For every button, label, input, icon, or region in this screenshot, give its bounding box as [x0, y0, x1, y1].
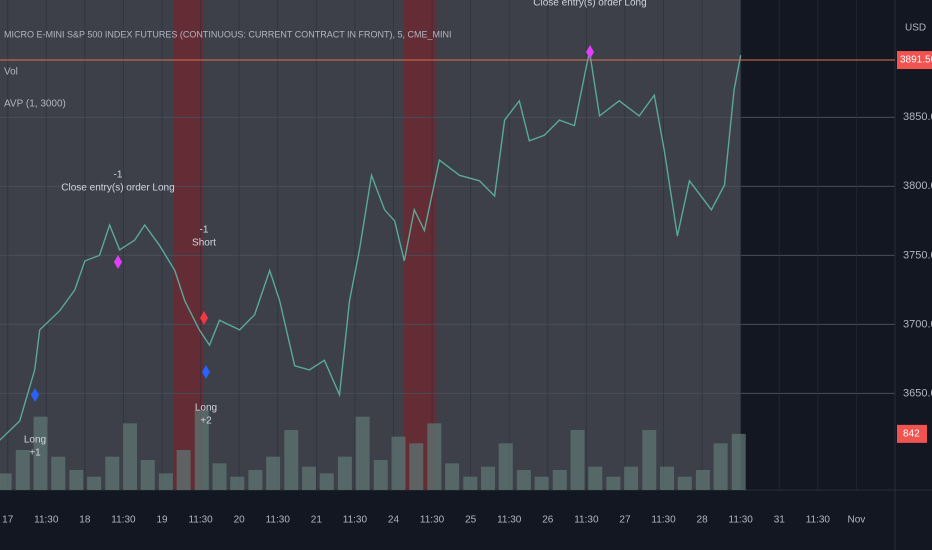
volume-bar: [212, 463, 227, 490]
x-tick-label: 11:30: [729, 515, 754, 526]
x-tick-label: 28: [697, 515, 709, 526]
trade-marker: [114, 255, 122, 269]
volume-bar: [194, 410, 209, 490]
volume-bar: [337, 456, 352, 490]
volume-bar: [445, 463, 460, 490]
volume-bar: [624, 466, 639, 490]
volume-last-label: 842: [903, 429, 920, 440]
volume-bar: [409, 443, 424, 490]
volume-bar: [87, 476, 102, 490]
volume-bar: [463, 476, 478, 490]
trade-marker: [200, 311, 208, 325]
shaded-region: [403, 0, 437, 490]
volume-bar: [266, 456, 281, 490]
price-line: [0, 50, 742, 441]
currency-label: USD: [905, 23, 926, 34]
volume-bar: [695, 470, 710, 490]
trade-annotation: +2: [200, 416, 212, 427]
trade-marker: [586, 45, 594, 59]
x-tick-label: 11:30: [266, 515, 291, 526]
x-tick-label: 21: [311, 515, 323, 526]
trade-annotation: +1: [29, 448, 41, 459]
x-tick-label: 11:30: [497, 515, 522, 526]
x-tick-label: 31: [774, 515, 786, 526]
x-tick-label: Nov: [848, 515, 866, 526]
volume-bar: [33, 416, 48, 490]
price-tag-label: 3891.50: [900, 55, 932, 66]
x-tick-label: 11:30: [651, 515, 676, 526]
volume-bar: [731, 433, 746, 490]
volume-bar: [355, 416, 370, 490]
trade-annotation: Close entry(s) order Long: [61, 183, 174, 194]
shaded-region: [173, 0, 204, 490]
x-tick-label: 11:30: [34, 515, 59, 526]
trade-annotation: Close entry(s) order Long: [533, 0, 646, 9]
data-area: [0, 0, 741, 490]
x-tick-label: 25: [465, 515, 477, 526]
y-tick-label: 3750.00: [903, 249, 932, 261]
trade-marker: [31, 388, 39, 402]
volume-bar: [713, 443, 728, 490]
trade-annotation: Long: [195, 403, 217, 414]
trade-marker: [202, 365, 210, 379]
x-tick-label: 11:30: [111, 515, 136, 526]
volume-bar: [606, 476, 621, 490]
x-tick-label: 11:30: [343, 515, 368, 526]
volume-bar: [176, 450, 191, 490]
volume-bar: [158, 473, 173, 490]
y-tick-label: 3650.00: [903, 387, 932, 399]
volume-bar: [105, 456, 120, 490]
x-tick-label: 11:30: [420, 515, 445, 526]
x-tick-label: 20: [234, 515, 246, 526]
x-tick-label: 18: [79, 515, 91, 526]
volume-tag: [897, 424, 927, 443]
volume-bar: [0, 473, 12, 490]
volume-bar: [302, 466, 317, 490]
volume-bar: [552, 470, 567, 490]
volume-bar: [642, 430, 657, 490]
volume-bar: [534, 476, 549, 490]
volume-bar: [373, 460, 388, 490]
x-tick-label: 27: [619, 515, 631, 526]
volume-bar: [660, 466, 675, 490]
volume-bar: [230, 476, 245, 490]
volume-bar: [516, 470, 531, 490]
volume-bar: [481, 466, 496, 490]
x-tick-label: 11:30: [806, 515, 831, 526]
y-tick-label: 3850.00: [903, 111, 932, 123]
volume-bar: [69, 470, 84, 490]
x-tick-label: 11:30: [188, 515, 213, 526]
volume-bar: [498, 443, 513, 490]
volume-bar: [427, 423, 442, 490]
price-tag: [897, 51, 932, 70]
volume-bar: [15, 450, 30, 490]
volume-bar: [319, 473, 334, 490]
indicator-label: AVP (1, 3000): [4, 99, 66, 110]
trade-annotation: Long: [24, 435, 46, 446]
y-tick-label: 3700.00: [903, 318, 932, 330]
trade-annotation: -1: [114, 170, 123, 181]
x-tick-label: 26: [542, 515, 554, 526]
volume-bar: [248, 470, 263, 490]
y-tick-label: 3800.00: [903, 180, 932, 192]
x-tick-label: 19: [156, 515, 168, 526]
volume-bar: [677, 476, 692, 490]
trade-annotation: Short: [192, 238, 216, 249]
volume-bar: [140, 460, 155, 490]
x-tick-label: 17: [2, 515, 14, 526]
x-tick-label: 11:30: [574, 515, 599, 526]
trade-annotation: -1: [200, 225, 209, 236]
indicator-label: Vol: [4, 67, 18, 78]
x-tick-label: 24: [388, 515, 400, 526]
volume-bar: [284, 430, 299, 490]
volume-bar: [51, 456, 66, 490]
volume-bar: [391, 436, 406, 490]
volume-bar: [570, 430, 585, 490]
volume-bar: [123, 423, 138, 490]
chart-title: MICRO E-MINI S&P 500 INDEX FUTURES (CONT…: [4, 29, 452, 39]
volume-bar: [588, 466, 603, 490]
